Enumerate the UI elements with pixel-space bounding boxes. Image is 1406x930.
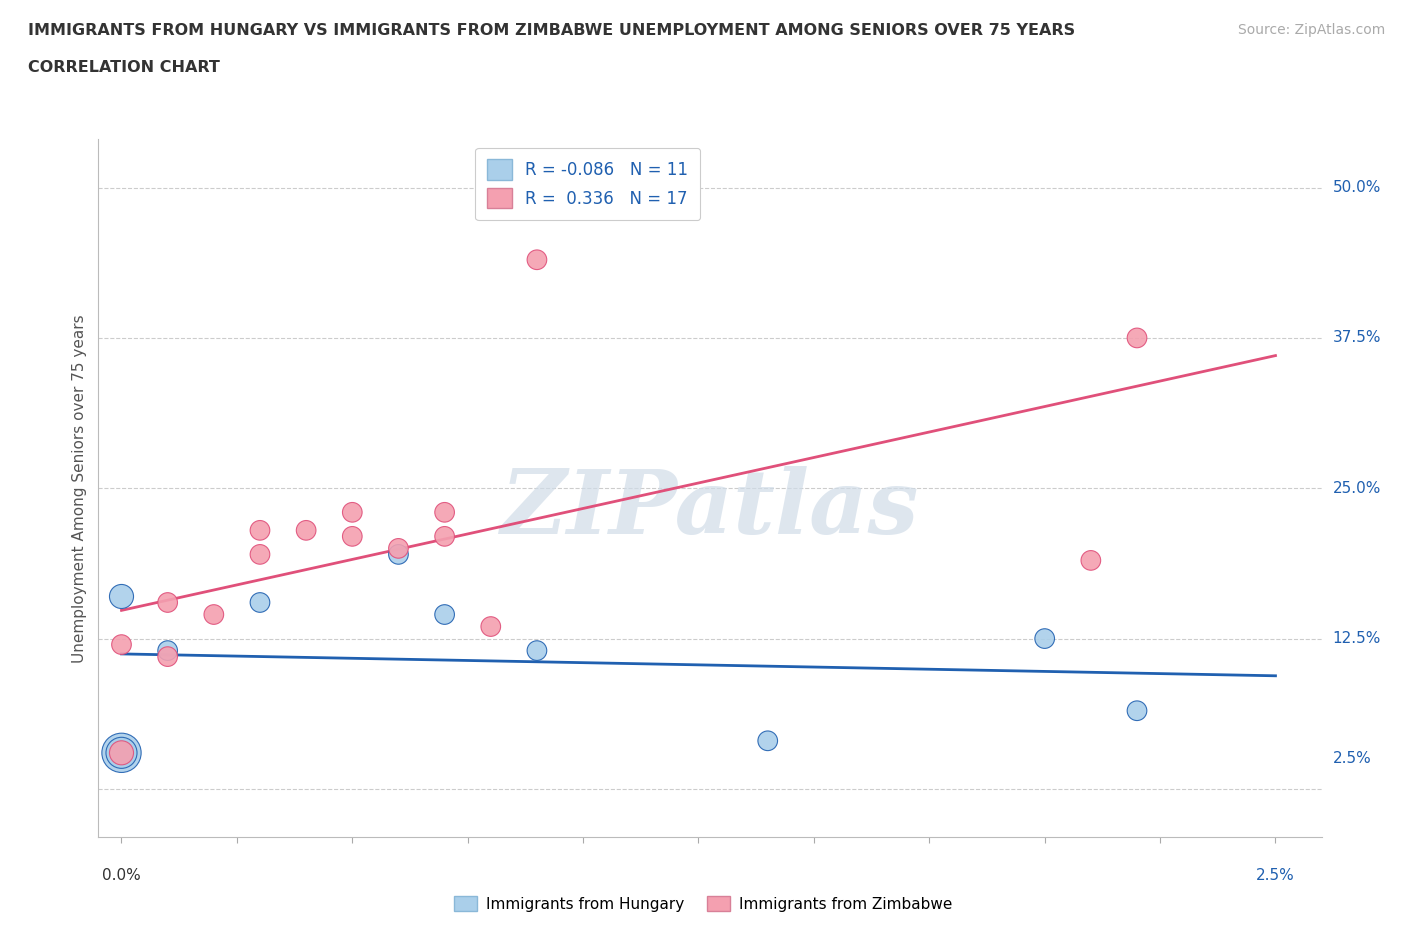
Point — [756, 734, 779, 749]
Text: CORRELATION CHART: CORRELATION CHART — [28, 60, 219, 75]
Point — [249, 523, 271, 538]
Point — [387, 541, 409, 556]
Text: 50.0%: 50.0% — [1333, 180, 1381, 195]
Text: 0.0%: 0.0% — [103, 868, 141, 883]
Text: 37.5%: 37.5% — [1333, 330, 1381, 345]
Point — [342, 505, 364, 520]
Y-axis label: Unemployment Among Seniors over 75 years: Unemployment Among Seniors over 75 years — [72, 314, 87, 662]
Point — [156, 644, 179, 658]
Text: Source: ZipAtlas.com: Source: ZipAtlas.com — [1237, 23, 1385, 37]
Point — [433, 529, 456, 544]
Point — [110, 745, 132, 760]
Point — [433, 607, 456, 622]
Legend: Immigrants from Hungary, Immigrants from Zimbabwe: Immigrants from Hungary, Immigrants from… — [447, 889, 959, 918]
Point — [479, 619, 502, 634]
Point — [295, 523, 318, 538]
Point — [249, 595, 271, 610]
Text: 12.5%: 12.5% — [1333, 631, 1381, 646]
Text: IMMIGRANTS FROM HUNGARY VS IMMIGRANTS FROM ZIMBABWE UNEMPLOYMENT AMONG SENIORS O: IMMIGRANTS FROM HUNGARY VS IMMIGRANTS FR… — [28, 23, 1076, 38]
Point — [1126, 330, 1149, 345]
Point — [110, 637, 132, 652]
Point — [1033, 631, 1056, 646]
Point — [526, 644, 548, 658]
Point — [156, 649, 179, 664]
Point — [110, 589, 132, 604]
Text: 2.5%: 2.5% — [1333, 751, 1371, 766]
Text: ZIPatlas: ZIPatlas — [502, 466, 918, 552]
Point — [249, 547, 271, 562]
Point — [202, 607, 225, 622]
Point — [433, 505, 456, 520]
Point — [110, 745, 132, 760]
Text: 25.0%: 25.0% — [1333, 481, 1381, 496]
Point — [1126, 703, 1149, 718]
Point — [387, 547, 409, 562]
Text: 2.5%: 2.5% — [1256, 868, 1295, 883]
Point — [342, 529, 364, 544]
Point — [526, 252, 548, 267]
Point — [110, 745, 132, 760]
Legend: R = -0.086   N = 11, R =  0.336   N = 17: R = -0.086 N = 11, R = 0.336 N = 17 — [475, 148, 700, 220]
Point — [1080, 553, 1102, 568]
Point — [156, 595, 179, 610]
